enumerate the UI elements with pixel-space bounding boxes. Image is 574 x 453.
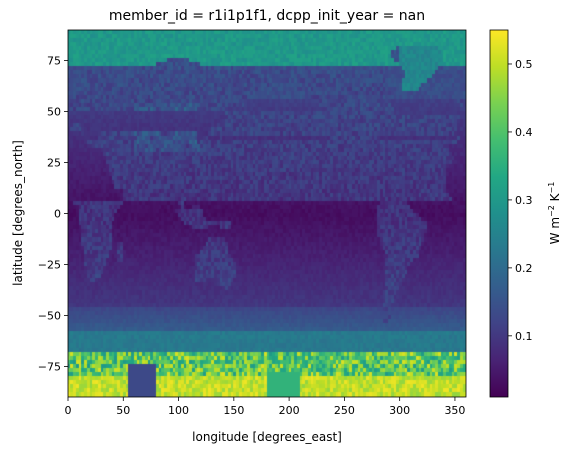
y-axis: −75 −50 −25 0 25 50 75 xyxy=(38,55,68,373)
y-tick-label: 50 xyxy=(47,106,61,119)
colorbar: 0.1 0.2 0.3 0.4 0.5 W m−2 K−1 xyxy=(489,29,562,398)
y-tick-label: 75 xyxy=(47,55,61,68)
y-tick-label: 0 xyxy=(54,208,61,221)
y-tick-label: −25 xyxy=(38,258,61,271)
colorbar-tick-label: 0.4 xyxy=(515,126,533,139)
colorbar-tick-label: 0.1 xyxy=(515,330,533,343)
x-tick-label: 300 xyxy=(389,404,410,417)
colorbar-label: W m−2 K−1 xyxy=(547,182,562,245)
y-tick-label: −50 xyxy=(38,309,61,322)
colorbar-tick-label: 0.5 xyxy=(515,58,533,71)
x-tick-label: 0 xyxy=(65,404,72,417)
plot-area xyxy=(67,29,467,398)
x-tick-label: 150 xyxy=(223,404,244,417)
x-tick-label: 350 xyxy=(444,404,465,417)
y-tick-label: −75 xyxy=(38,360,61,373)
colorbar-label-exp2: −1 xyxy=(547,182,556,194)
x-tick-label: 50 xyxy=(116,404,130,417)
x-axis: 0 50 100 150 200 250 300 350 xyxy=(65,397,465,417)
x-tick-label: 100 xyxy=(168,404,189,417)
x-tick-label: 200 xyxy=(279,404,300,417)
chart-title: member_id = r1i1p1f1, dcpp_init_year = n… xyxy=(109,8,425,24)
colorbar-gradient xyxy=(489,29,509,398)
heatmap-image xyxy=(68,30,466,397)
colorbar-label-main: W m xyxy=(548,217,562,244)
x-axis-label: longitude [degrees_east] xyxy=(192,430,342,444)
colorbar-label-mid: K xyxy=(548,192,562,205)
y-tick-label: 25 xyxy=(47,157,61,170)
colorbar-ticks: 0.1 0.2 0.3 0.4 0.5 xyxy=(508,58,533,343)
colorbar-tick-label: 0.3 xyxy=(515,194,533,207)
colorbar-label-exp1: −2 xyxy=(547,205,556,217)
y-axis-label: latitude [degrees_north] xyxy=(11,140,25,286)
x-tick-label: 250 xyxy=(334,404,355,417)
colorbar-tick-label: 0.2 xyxy=(515,262,533,275)
